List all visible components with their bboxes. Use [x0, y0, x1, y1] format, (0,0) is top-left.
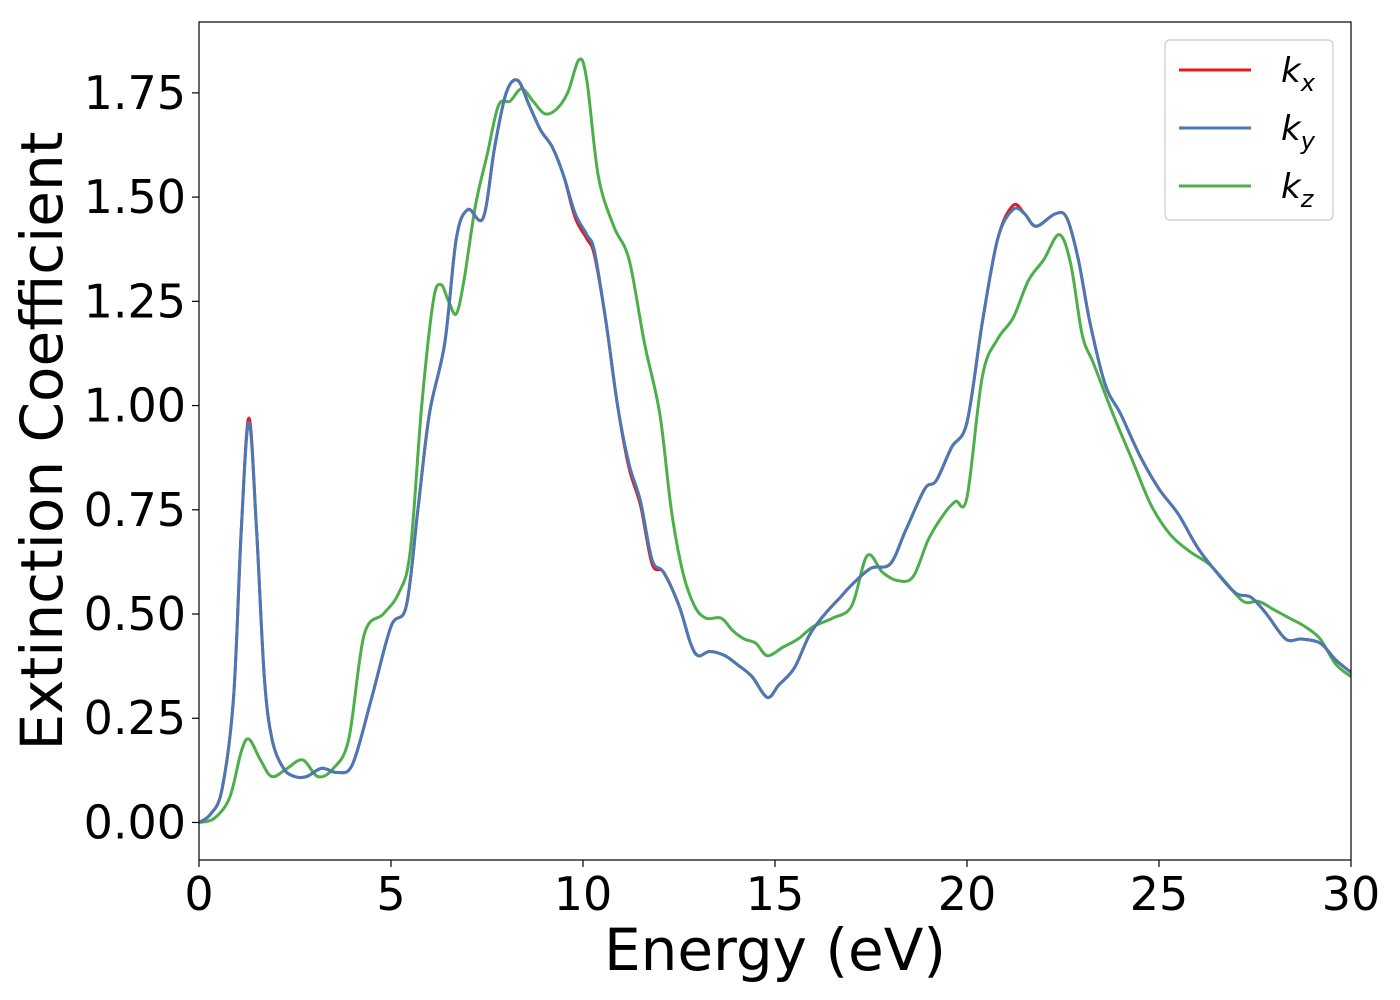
legend-entry-z: kz — [1281, 167, 1315, 213]
y-tick-label: 1.75 — [84, 66, 186, 120]
y-tick-label: 1.00 — [84, 379, 186, 433]
plot-background — [199, 22, 1351, 860]
plot-area — [199, 22, 1351, 860]
y-tick-label: 0.00 — [84, 795, 186, 849]
x-tick-label: 5 — [376, 867, 405, 921]
series-line-y — [199, 78, 1351, 824]
y-tick-label: 0.25 — [84, 691, 186, 745]
axes-layer: 0 5 10 15 20 25 30 0.00 0.25 0.50 0.75 1.00 1.25 1.50… — [84, 21, 1381, 921]
y-tick-label: 0.50 — [84, 587, 186, 641]
legend-entry-x: kx — [1281, 51, 1316, 97]
legend-box — [1164, 39, 1334, 221]
y-axis-label: Extinction Coefficient — [8, 132, 76, 751]
x-axis-label: Energy (eV) — [604, 916, 946, 984]
legend-entry-y: ky — [1281, 109, 1316, 155]
series-layer — [199, 57, 1351, 824]
x-tick-label: 0 — [184, 867, 213, 921]
x-tick-label: 10 — [554, 867, 613, 921]
x-tick-label: 20 — [938, 867, 997, 921]
y-tick-label: 1.25 — [84, 274, 186, 328]
x-tick-label: 25 — [1130, 867, 1189, 921]
x-tick-label: 30 — [1322, 867, 1381, 921]
legend: kx ky kz — [1164, 39, 1334, 221]
y-tick-label: 1.50 — [84, 170, 186, 224]
series-line-z — [199, 57, 1351, 824]
x-tick-label: 15 — [746, 867, 805, 921]
y-tick-label: 0.75 — [84, 483, 186, 537]
